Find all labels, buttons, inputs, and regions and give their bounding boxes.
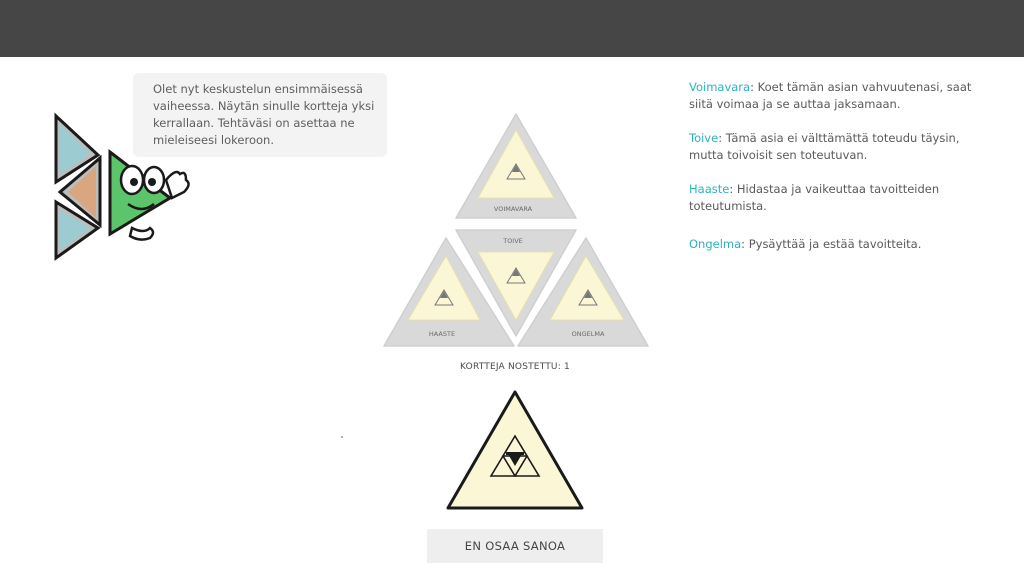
intro-text: Olet nyt keskustelun ensimmäisessä vaihe… [153, 82, 375, 147]
legend-item-ongelma: Ongelma: Pysäyttää ja estää tavoitteita. [689, 236, 989, 253]
legend-description: : Koet tämän asian vahvuutenasi, saat si… [689, 80, 972, 111]
mascot-illustration [54, 112, 190, 261]
legend-term: Voimavara [689, 80, 751, 94]
drop-slot-ongelma[interactable] [549, 255, 625, 321]
legend-item-toive: Toive: Tämä asia ei välttämättä toteudu … [689, 130, 989, 164]
stray-dot [341, 436, 343, 438]
legend-term: Toive [689, 131, 719, 145]
legend-term: Haaste [689, 182, 730, 196]
dont-know-button[interactable]: EN OSAA SANOA [427, 529, 603, 563]
board-label-voimavara: VOIMAVARA [494, 205, 533, 213]
sorting-board: VOIMAVARA TOIVE HAASTE ONGELMA [383, 113, 649, 347]
legend-item-haaste: Haaste: Hidastaa ja vaikeuttaa tavoittei… [689, 181, 989, 215]
board-label-ongelma: ONGELMA [572, 330, 605, 338]
legend-item-voimavara: Voimavara: Koet tämän asian vahvuutenasi… [689, 79, 989, 113]
legend-description: : Tämä asia ei välttämättä toteudu täysi… [689, 131, 960, 162]
drop-slot-toive[interactable] [477, 251, 555, 322]
drop-slot-haaste[interactable] [407, 254, 481, 321]
triforce-icon [489, 434, 541, 477]
board-label-haaste: HAASTE [429, 330, 455, 338]
cards-drawn-counter: KORTTEJA NOSTETTU: 1 [460, 362, 570, 372]
current-card[interactable] [444, 388, 586, 512]
intro-speech-bubble: Olet nyt keskustelun ensimmäisessä vaihe… [133, 73, 387, 157]
triforce-icon [434, 289, 454, 306]
legend-term: Ongelma [689, 237, 742, 251]
triforce-icon [506, 267, 526, 284]
legend-description: : Hidastaa ja vaikeuttaa tavoitteiden to… [689, 182, 940, 213]
board-label-toive: TOIVE [502, 237, 523, 245]
triforce-icon [506, 163, 526, 180]
triforce-icon [578, 289, 598, 306]
drop-slot-voimavara[interactable] [477, 128, 555, 199]
top-bar [0, 0, 1024, 57]
legend-description: : Pysäyttää ja estää tavoitteita. [741, 237, 922, 251]
